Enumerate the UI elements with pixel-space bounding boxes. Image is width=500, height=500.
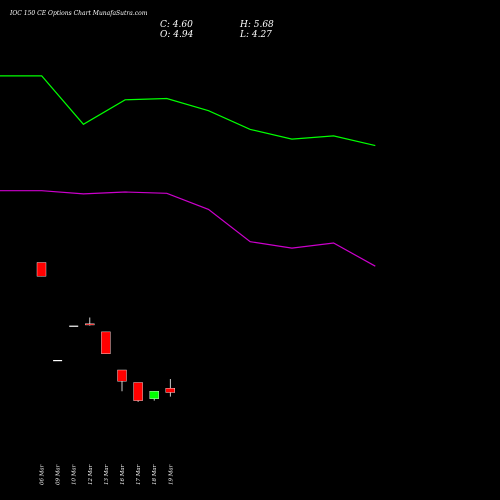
candle-body — [85, 323, 95, 326]
candle-body — [53, 360, 63, 362]
x-tick-label: 10 Mar — [72, 464, 78, 485]
candle-body — [149, 391, 159, 399]
candle-9 — [165, 379, 176, 397]
x-tick-label: 19 Mar — [168, 464, 174, 485]
x-tick-label: 06 Mar — [40, 464, 46, 485]
indicator-line-1 — [0, 75, 376, 147]
candle-2 — [53, 360, 63, 362]
x-tick-label: 17 Mar — [136, 464, 142, 485]
candle-4 — [85, 317, 95, 326]
candle-body — [69, 325, 79, 327]
high-value: H: 5.68 — [239, 20, 274, 30]
indicator-line-2 — [0, 190, 376, 267]
candle-body — [101, 331, 111, 354]
candle-7 — [133, 382, 143, 402]
candle-body — [165, 388, 176, 393]
close-value: C: 4.60 — [160, 20, 193, 30]
candle-1 — [36, 262, 47, 277]
open-value: O: 4.94 — [160, 30, 194, 40]
candle-body — [133, 382, 143, 401]
chart-title: IOC 150 CE Options Chart MunafaSutra.com — [9, 10, 148, 17]
x-tick-label: 12 Mar — [88, 464, 94, 485]
low-value: L: 4.27 — [239, 30, 272, 40]
candle-5 — [101, 331, 111, 354]
candle-body — [117, 369, 127, 382]
x-tick-label: 16 Mar — [120, 464, 126, 485]
x-tick-label: 18 Mar — [152, 464, 158, 485]
candle-8 — [149, 391, 159, 401]
candle-body — [36, 262, 47, 277]
candle-6 — [117, 369, 127, 392]
x-tick-label: 09 Mar — [56, 464, 62, 485]
candle-3 — [69, 325, 79, 327]
x-tick-label: 13 Mar — [104, 464, 110, 485]
